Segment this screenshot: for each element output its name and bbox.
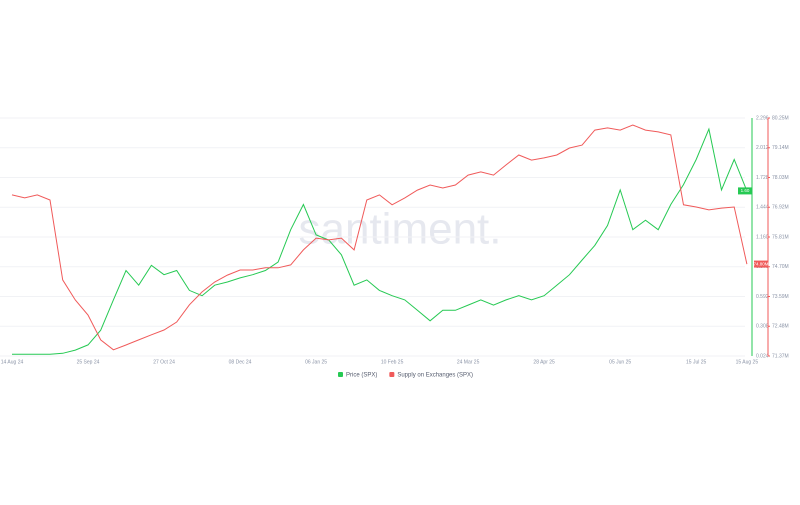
y2-tick-label: 80.25M [772, 115, 789, 121]
value-label: 74.80M [753, 261, 768, 266]
value-badge [754, 260, 768, 268]
value-badge [738, 187, 752, 195]
x-tick-label: 10 Feb 25 [381, 359, 404, 365]
legend-swatch [338, 372, 343, 377]
y-tick-label: 0.024 [756, 353, 769, 359]
series-line [11, 124, 748, 351]
y-tick-label: 2.012 [756, 145, 769, 151]
y2-tick-label: 78.03M [772, 175, 789, 181]
y2-tick-label: 71.37M [772, 353, 789, 359]
x-tick-label: 28 Apr 25 [533, 359, 555, 365]
x-tick-label: 15 Aug 25 [736, 359, 759, 365]
y-tick-label: 1.444 [756, 205, 769, 211]
y2-tick-label: 74.70M [772, 264, 789, 270]
x-tick-label: 25 Sep 24 [77, 359, 100, 365]
series-line [12, 127, 748, 355]
x-tick-label: 05 Jun 25 [609, 359, 631, 365]
y2-tick-label: 73.59M [772, 294, 789, 300]
y-tick-label: 0.592 [756, 294, 769, 300]
y2-tick-label: 79.14M [772, 145, 789, 151]
legend-label: Supply on Exchanges (SPX) [397, 373, 473, 379]
x-tick-label: 06 Jan 25 [305, 359, 327, 365]
x-tick-label: 27 Oct 24 [153, 359, 175, 365]
x-tick-label: 08 Dec 24 [229, 359, 252, 365]
x-tick-label: 14 Aug 24 [1, 359, 24, 365]
value-label: 1.60 [741, 188, 750, 193]
x-tick-label: 15 Jul 25 [686, 359, 707, 365]
legend-label: Price (SPX) [346, 373, 377, 379]
legend-swatch [389, 372, 395, 377]
y-tick-label: 0.308 [756, 324, 769, 330]
y-tick-label: 1.160 [756, 234, 769, 240]
y2-tick-label: 72.48M [772, 324, 789, 330]
y-tick-label: 1.728 [756, 175, 769, 181]
x-tick-label: 24 Mar 25 [457, 359, 480, 365]
y2-tick-label: 76.92M [772, 205, 789, 211]
y2-tick-label: 75.81M [772, 234, 789, 240]
y-tick-label: 2.296 [756, 115, 769, 121]
watermark: santiment. [299, 205, 502, 254]
